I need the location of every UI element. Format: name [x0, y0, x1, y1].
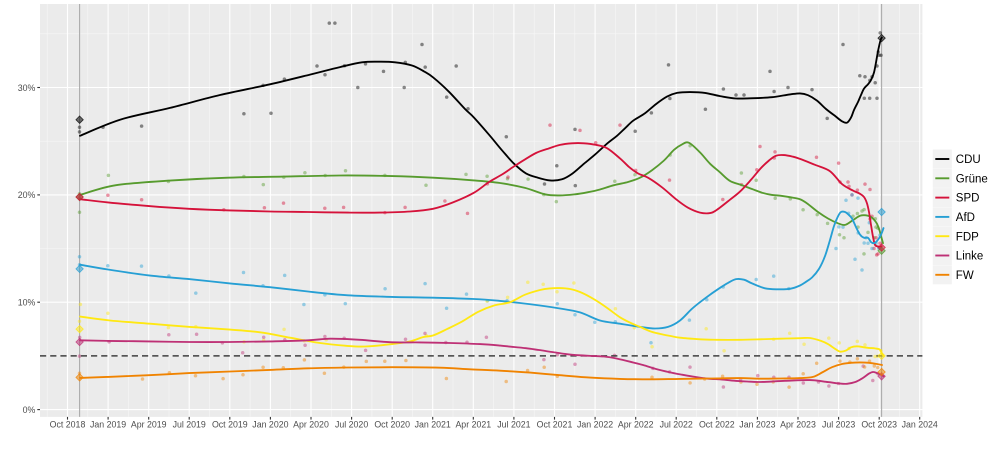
- svg-text:Apr 2019: Apr 2019: [131, 420, 167, 430]
- svg-text:Jan 2024: Jan 2024: [902, 420, 938, 430]
- svg-text:Jul 2019: Jul 2019: [173, 420, 206, 430]
- svg-text:10%: 10%: [18, 298, 36, 308]
- svg-text:Oct 2022: Oct 2022: [699, 420, 735, 430]
- svg-text:Jul 2021: Jul 2021: [497, 420, 530, 430]
- svg-text:Apr 2020: Apr 2020: [293, 420, 329, 430]
- svg-text:Oct 2021: Oct 2021: [537, 420, 573, 430]
- svg-text:Oct 2023: Oct 2023: [861, 420, 897, 430]
- svg-text:Jan 2023: Jan 2023: [739, 420, 775, 430]
- svg-text:Jul 2020: Jul 2020: [335, 420, 368, 430]
- svg-text:Apr 2023: Apr 2023: [780, 420, 816, 430]
- svg-text:Apr 2022: Apr 2022: [618, 420, 654, 430]
- svg-text:CDU: CDU: [956, 154, 981, 166]
- svg-text:Jul 2023: Jul 2023: [822, 420, 855, 430]
- svg-text:Oct 2018: Oct 2018: [50, 420, 86, 430]
- svg-text:Oct 2019: Oct 2019: [212, 420, 248, 430]
- svg-text:20%: 20%: [18, 190, 36, 200]
- svg-text:FDP: FDP: [956, 231, 979, 243]
- svg-text:SPD: SPD: [956, 193, 980, 205]
- svg-text:Apr 2021: Apr 2021: [455, 420, 491, 430]
- svg-text:Jul 2022: Jul 2022: [660, 420, 693, 430]
- svg-text:Linke: Linke: [956, 251, 984, 263]
- svg-text:Jan 2020: Jan 2020: [252, 420, 288, 430]
- svg-text:Jan 2021: Jan 2021: [415, 420, 451, 430]
- svg-text:FW: FW: [956, 270, 974, 282]
- svg-text:Jan 2019: Jan 2019: [90, 420, 126, 430]
- svg-text:AfD: AfD: [956, 212, 975, 224]
- svg-text:0%: 0%: [23, 405, 36, 415]
- svg-text:Oct 2020: Oct 2020: [374, 420, 410, 430]
- svg-text:Grüne: Grüne: [956, 173, 988, 185]
- svg-text:30%: 30%: [18, 83, 36, 93]
- svg-text:Jan 2022: Jan 2022: [577, 420, 613, 430]
